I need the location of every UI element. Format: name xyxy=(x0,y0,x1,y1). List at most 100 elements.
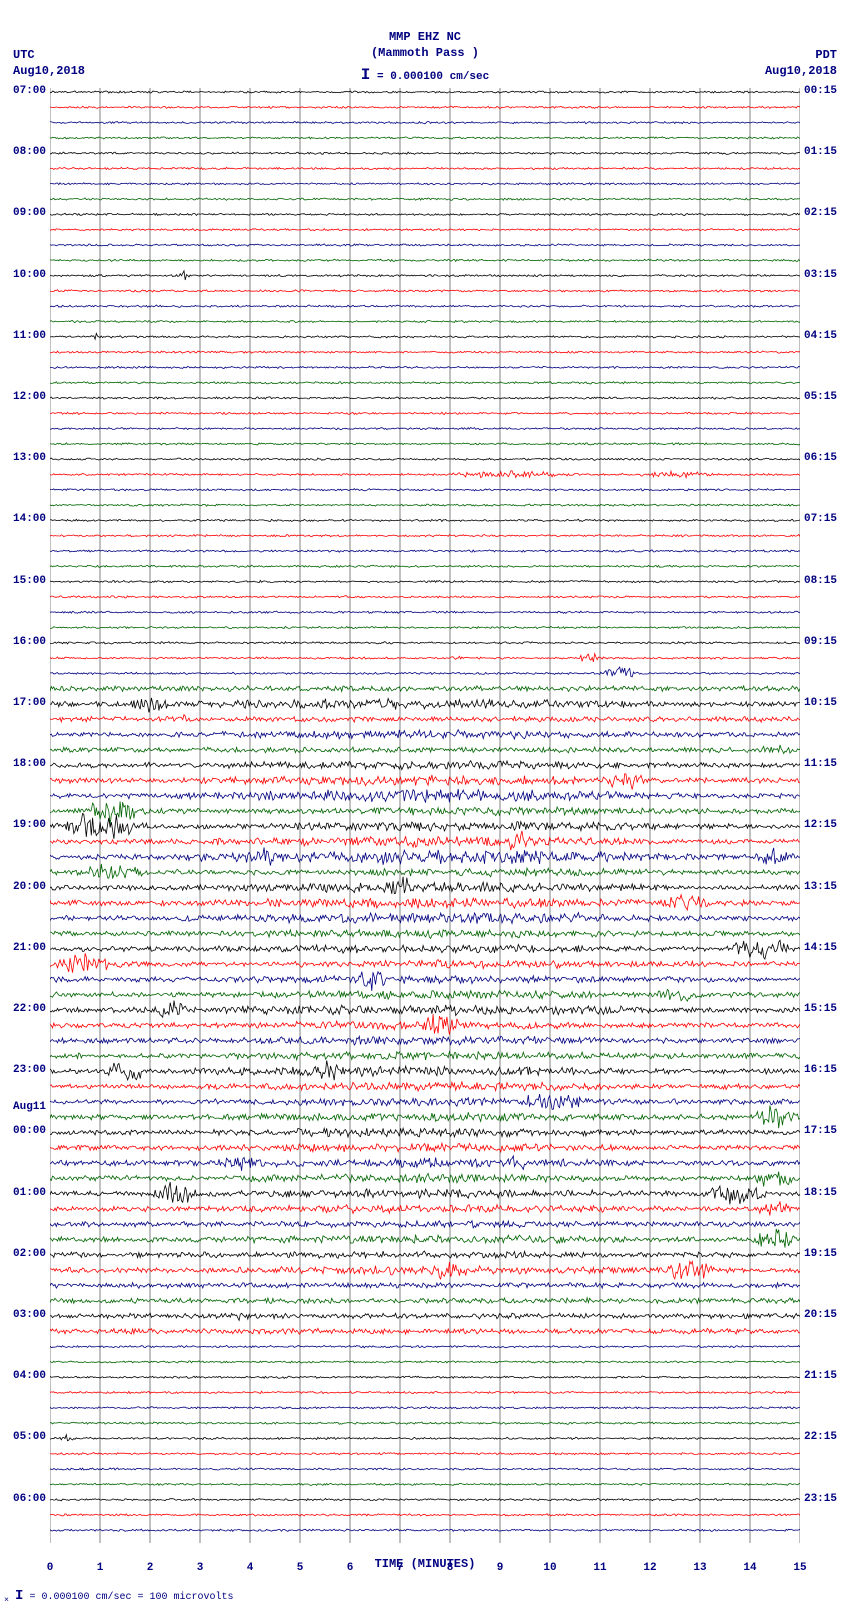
pdt-hour-label: 12:15 xyxy=(804,820,837,831)
pdt-hour-label: 17:15 xyxy=(804,1126,837,1137)
x-tick-label: 3 xyxy=(197,1562,204,1574)
utc-hour-label: 00:00 xyxy=(13,1126,46,1137)
pdt-hour-label: 05:15 xyxy=(804,392,837,403)
x-tick-label: 12 xyxy=(643,1562,656,1574)
station-location: (Mammoth Pass ) xyxy=(0,46,850,62)
x-tick-label: 11 xyxy=(593,1562,606,1574)
seismic-trace xyxy=(50,1251,800,1258)
amplitude-scale-ref: I = 0.000100 cm/sec xyxy=(0,65,850,86)
utc-hour-label: 22:00 xyxy=(13,1004,46,1015)
utc-hour-label: 04:00 xyxy=(13,1371,46,1382)
seismic-trace xyxy=(50,1514,800,1516)
seismic-trace xyxy=(50,1499,800,1501)
seismic-trace xyxy=(50,1001,800,1018)
helicorder-plot xyxy=(50,88,800,1543)
seismic-trace xyxy=(50,397,800,399)
x-tick-label: 14 xyxy=(743,1562,756,1574)
seismic-trace xyxy=(50,848,800,866)
x-tick-label: 8 xyxy=(447,1562,454,1574)
pdt-hour-label: 09:15 xyxy=(804,637,837,648)
pdt-hour-label: 01:15 xyxy=(804,147,837,158)
pdt-hour-label: 02:15 xyxy=(804,208,837,219)
seismic-trace xyxy=(50,774,800,790)
utc-hour-label: 01:00 xyxy=(13,1188,46,1199)
seismic-trace xyxy=(50,1229,800,1248)
pdt-hour-label: 16:15 xyxy=(804,1065,837,1076)
seismic-trace xyxy=(50,259,800,261)
seismic-trace xyxy=(50,428,800,430)
seismic-trace xyxy=(50,1036,800,1045)
seismic-trace xyxy=(50,229,800,231)
seismic-trace xyxy=(50,91,800,93)
utc-hour-label: 21:00 xyxy=(13,943,46,954)
seismic-trace xyxy=(50,1361,800,1363)
seismic-trace xyxy=(50,213,800,215)
seismic-trace xyxy=(50,1094,800,1109)
pdt-hour-label: 11:15 xyxy=(804,759,837,770)
utc-hour-label: 12:00 xyxy=(13,392,46,403)
seismic-trace xyxy=(50,940,800,959)
seismic-trace xyxy=(50,626,800,628)
seismic-trace xyxy=(50,1407,800,1409)
footer-scale: × I = 0.000100 cm/sec = 100 microvolts xyxy=(4,1588,233,1605)
seismic-trace xyxy=(50,761,800,770)
seismic-trace xyxy=(50,321,800,323)
seismic-trace xyxy=(50,1201,800,1215)
utc-hour-label: 23:00 xyxy=(13,1065,46,1076)
seismic-trace xyxy=(50,305,800,307)
seismic-trace xyxy=(50,1298,800,1304)
seismic-trace xyxy=(50,1061,800,1081)
seismic-trace xyxy=(50,596,800,598)
seismic-trace xyxy=(50,183,800,185)
seismic-trace xyxy=(50,1328,800,1334)
pdt-hour-label: 20:15 xyxy=(804,1310,837,1321)
seismic-trace xyxy=(50,244,800,246)
seismic-trace xyxy=(50,831,800,850)
seismic-trace xyxy=(50,167,800,169)
pdt-hour-label: 22:15 xyxy=(804,1432,837,1443)
seismic-trace xyxy=(50,611,800,613)
seismic-trace xyxy=(50,366,800,368)
utc-hour-label: 06:00 xyxy=(13,1494,46,1505)
seismic-trace xyxy=(50,290,800,292)
seismic-trace xyxy=(50,351,800,353)
utc-hour-label: 09:00 xyxy=(13,208,46,219)
seismic-trace xyxy=(50,1128,800,1137)
seismic-trace xyxy=(50,1156,800,1171)
seismic-trace xyxy=(50,801,800,824)
seismic-trace xyxy=(50,877,800,894)
pdt-hour-label: 06:15 xyxy=(804,453,837,464)
x-tick-label: 2 xyxy=(147,1562,154,1574)
seismic-trace xyxy=(50,789,800,803)
seismic-trace xyxy=(50,715,800,723)
seismic-trace xyxy=(50,519,800,521)
seismic-trace xyxy=(50,1529,800,1531)
pdt-hour-label: 08:15 xyxy=(804,576,837,587)
x-tick-label: 13 xyxy=(693,1562,706,1574)
seismic-trace xyxy=(50,1143,800,1152)
seismic-trace xyxy=(50,1052,800,1060)
seismic-trace xyxy=(50,565,800,567)
seismic-trace xyxy=(50,930,800,939)
utc-hour-label: 19:00 xyxy=(13,820,46,831)
x-tick-label: 0 xyxy=(47,1562,54,1574)
station-code: MMP EHZ NC xyxy=(0,30,850,46)
utc-hour-label: 05:00 xyxy=(13,1432,46,1443)
pdt-hour-label: 10:15 xyxy=(804,698,837,709)
pdt-hour-label: 00:15 xyxy=(804,86,837,97)
utc-hour-label: 20:00 xyxy=(13,882,46,893)
seismic-trace xyxy=(50,471,800,478)
seismogram-container: MMP EHZ NC (Mammoth Pass ) I = 0.000100 … xyxy=(0,0,850,1613)
utc-timezone-label: UTC Aug10,2018 xyxy=(13,48,85,79)
utc-hour-label: 07:00 xyxy=(13,86,46,97)
utc-hour-label: 14:00 xyxy=(13,514,46,525)
seismic-trace xyxy=(50,106,800,108)
seismic-trace xyxy=(50,642,800,644)
utc-hour-label: 11:00 xyxy=(13,331,46,342)
pdt-hour-label: 19:15 xyxy=(804,1249,837,1260)
seismic-trace xyxy=(50,550,800,552)
pdt-hour-label: 15:15 xyxy=(804,1004,837,1015)
pdt-hour-label: 07:15 xyxy=(804,514,837,525)
seismic-trace xyxy=(50,814,800,839)
seismic-trace xyxy=(50,1172,800,1187)
